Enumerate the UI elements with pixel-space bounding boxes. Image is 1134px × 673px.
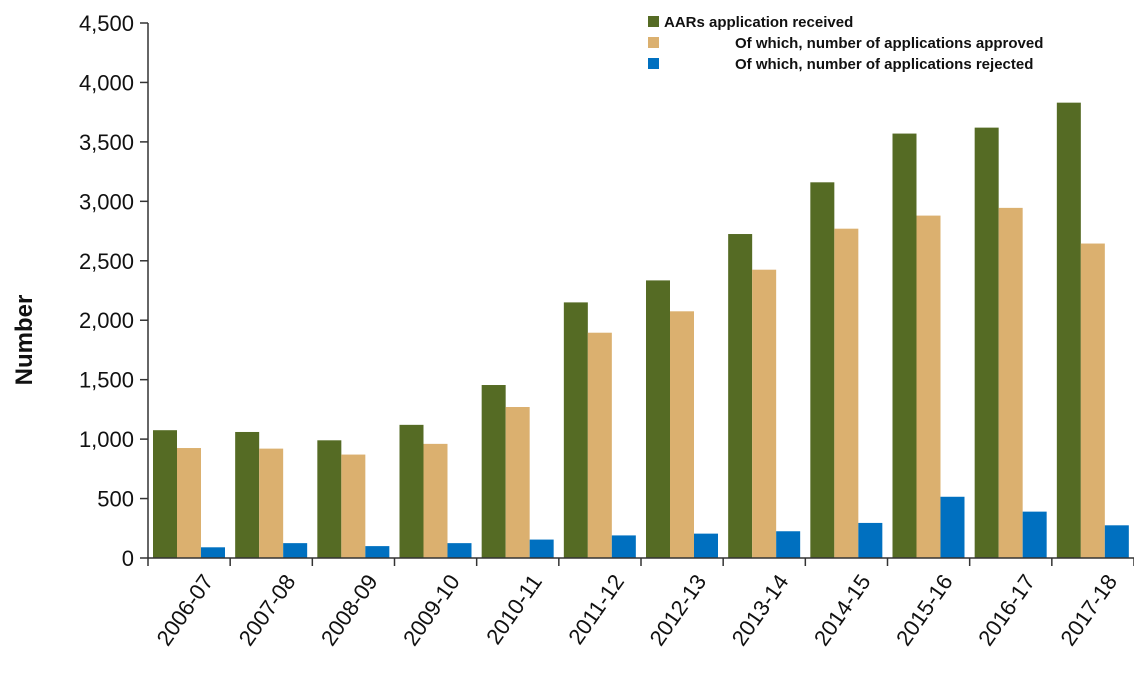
bar-approved-2007-08	[259, 448, 284, 558]
bar-received-2017-18	[1056, 102, 1081, 559]
x-tick-label: 2008-09	[316, 570, 383, 650]
y-tick-label: 1,500	[79, 368, 134, 393]
legend-label: Of which, number of applications approve…	[735, 35, 1043, 52]
y-axis-label: Number	[11, 295, 38, 386]
bar-approved-2006-07	[177, 448, 201, 558]
bar-received-2009-10	[399, 424, 424, 558]
bar-approved-2015-16	[916, 215, 941, 558]
bar-received-2006-07	[153, 430, 177, 558]
x-tick-label: 2012-13	[644, 570, 711, 650]
bar-rejected-2011-12	[611, 535, 636, 558]
bar-received-2011-12	[563, 302, 588, 558]
bar-rejected-2015-16	[940, 496, 965, 558]
bar-rejected-2007-08	[283, 543, 308, 558]
x-tick-label: 2014-15	[809, 570, 876, 650]
bar-approved-2012-13	[670, 311, 694, 558]
bars-layer	[153, 102, 1129, 559]
bar-rejected-2017-18	[1104, 525, 1129, 558]
bar-rejected-2012-13	[694, 533, 718, 558]
bar-approved-2016-17	[998, 207, 1023, 558]
bar-received-2007-08	[235, 431, 260, 558]
bar-approved-2013-14	[752, 269, 777, 558]
y-tick-label: 1,000	[79, 427, 134, 452]
bar-received-2010-11	[481, 385, 506, 558]
bar-rejected-2006-07	[201, 547, 225, 558]
bar-rejected-2008-09	[365, 546, 390, 558]
legend: AARs application received Of which, numbe…	[648, 14, 1043, 73]
x-tick-label: 2009-10	[398, 570, 465, 650]
bar-rejected-2016-17	[1022, 511, 1047, 558]
bar-rejected-2014-15	[858, 522, 883, 558]
x-tick-label: 2015-16	[891, 570, 958, 650]
legend-label: AARs application received	[664, 14, 853, 31]
y-tick-label: 4,500	[79, 11, 134, 36]
bar-approved-2011-12	[587, 332, 612, 558]
bar-received-2015-16	[892, 133, 917, 559]
bar-approved-2009-10	[423, 443, 448, 558]
bar-received-2016-17	[974, 127, 999, 558]
y-ticks: 0 500 1,000 1,500 2,000 2,500 3,000 3,500 4,000 4…	[79, 11, 148, 571]
bar-received-2008-09	[317, 440, 342, 558]
bar-approved-2010-11	[505, 407, 530, 558]
x-tick-label: 2017-18	[1055, 570, 1122, 650]
x-tick-label: 2010-11	[481, 570, 547, 649]
bar-approved-2008-09	[341, 454, 366, 558]
legend-swatch	[648, 58, 659, 69]
legend-swatch	[648, 37, 659, 48]
y-tick-label: 0	[122, 546, 134, 571]
x-ticks: 2006-07 2007-08 2008-09 2009-10 2010-11 2011-…	[147, 558, 1134, 650]
y-tick-label: 2,000	[79, 308, 134, 333]
x-tick-label: 2011-12	[563, 570, 629, 649]
y-tick-label: 3,000	[79, 189, 134, 214]
bar-rejected-2009-10	[447, 543, 472, 558]
x-tick-label: 2007-08	[234, 570, 301, 650]
y-tick-label: 2,500	[79, 249, 134, 274]
bar-approved-2017-18	[1080, 243, 1105, 559]
bar-rejected-2010-11	[529, 539, 554, 558]
x-tick-label: 2013-14	[727, 570, 794, 650]
x-tick-label: 2006-07	[151, 570, 218, 650]
y-tick-label: 4,000	[79, 70, 134, 95]
y-tick-label: 500	[97, 487, 134, 512]
bar-received-2013-14	[728, 234, 753, 558]
legend-swatch	[648, 16, 659, 27]
legend-label: Of which, number of applications rejecte…	[735, 56, 1033, 73]
bar-rejected-2013-14	[776, 531, 801, 558]
bar-received-2012-13	[646, 280, 670, 558]
bar-received-2014-15	[810, 182, 835, 559]
x-tick-label: 2016-17	[973, 570, 1040, 650]
y-tick-label: 3,500	[79, 130, 134, 155]
bar-approved-2014-15	[834, 228, 859, 558]
